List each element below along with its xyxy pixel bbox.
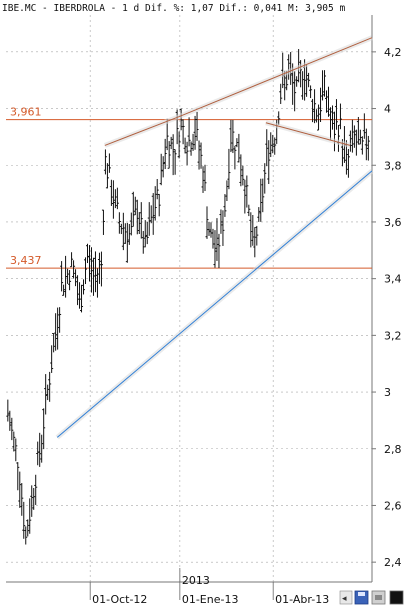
horizontal-levels: 3,961 3,437 <box>6 106 372 269</box>
x-tick-label: 01-Ene-13 <box>182 593 239 606</box>
trendline <box>265 122 351 146</box>
trendline <box>104 37 373 146</box>
x-tick-label: 01-Oct-12 <box>92 593 147 606</box>
y-tick-label: 2,8 <box>384 443 402 456</box>
chart-header: IBE.MC - IBERDROLA - 1 d Dif. %: 1,07 Di… <box>2 3 345 14</box>
trendlines <box>55 35 374 440</box>
year-label: 2013 <box>182 574 210 587</box>
save-chart-icon <box>358 592 365 596</box>
y-tick-label: 4,2 <box>384 46 402 59</box>
level-label: 3,961 <box>10 106 42 119</box>
y-tick-label: 4 <box>384 103 391 116</box>
scroll-left-icon: ◂ <box>342 594 347 604</box>
color-swatch-button[interactable] <box>389 590 404 605</box>
level-label: 3,437 <box>10 254 42 267</box>
y-tick-label: 2,4 <box>384 556 402 569</box>
trendline <box>56 170 373 438</box>
ohlc-bars <box>6 49 370 545</box>
y-tick-label: 3,4 <box>384 273 402 286</box>
chart-header-text: IBE.MC - IBERDROLA - 1 d Dif. %: 1,07 Di… <box>2 3 345 14</box>
x-axis: 01-Oct-12 01-Ene-13 01-Abr-13 2013 <box>6 568 372 606</box>
y-tick-label: 3,8 <box>384 159 402 172</box>
x-tick-label: 01-Abr-13 <box>275 593 329 606</box>
y-tick-label: 3,2 <box>384 329 402 342</box>
y-tick-label: 2,6 <box>384 499 402 512</box>
print-chart-icon <box>375 595 382 600</box>
y-axis: 2,4 2,6 2,8 3 3,2 3,4 3,6 3,8 4 4,2 <box>371 15 402 582</box>
y-tick-label: 3 <box>384 386 391 399</box>
y-tick-label: 3,6 <box>384 216 402 229</box>
scroll-left-button[interactable] <box>339 590 353 605</box>
chart-toolbar: ◂ <box>339 590 404 605</box>
